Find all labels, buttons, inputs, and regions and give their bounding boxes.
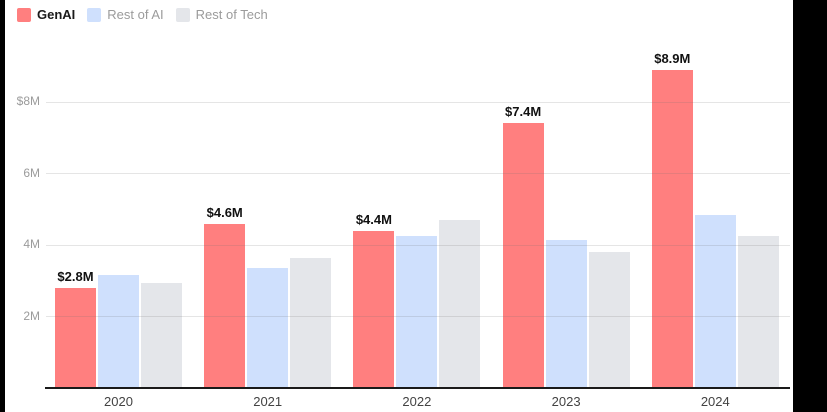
- chart-legend: GenAI Rest of AI Rest of Tech: [17, 7, 280, 22]
- bar-rest-of-ai-2021[interactable]: [247, 268, 289, 388]
- legend-label: Rest of AI: [107, 7, 164, 22]
- x-axis-tick-label-2023: 2023: [551, 394, 581, 409]
- bar-genai-2022[interactable]: [353, 230, 395, 388]
- bar-genai-2024[interactable]: [651, 69, 693, 388]
- bar-rest-of-tech-2023[interactable]: [588, 252, 630, 388]
- bar-rest-of-tech-2021[interactable]: [290, 257, 332, 388]
- right-black-border: [793, 0, 827, 412]
- bar-genai-2020[interactable]: [55, 287, 96, 388]
- bar-rest-of-tech-2020[interactable]: [141, 282, 182, 388]
- gridline-2m: [46, 316, 790, 317]
- value-label-2021: $4.6M: [206, 204, 243, 220]
- gridline-6m: [46, 173, 790, 174]
- y-axis-tick-label: 4M: [23, 237, 40, 251]
- value-label-2023: $7.4M: [505, 104, 542, 120]
- gridline-8m: [46, 101, 790, 103]
- gridline-4m: [46, 244, 790, 246]
- bar-rest-of-ai-2022[interactable]: [396, 236, 438, 388]
- y-axis-tick-label: 6M: [23, 165, 40, 180]
- legend-label: GenAI: [37, 7, 76, 22]
- value-label-2022: $4.4M: [355, 211, 392, 227]
- left-black-border: [0, 0, 5, 412]
- legend-item-genai[interactable]: GenAI: [17, 7, 75, 22]
- legend-item-rest-of-tech[interactable]: Rest of Tech: [175, 7, 268, 22]
- bar-rest-of-ai-2024[interactable]: [694, 214, 736, 388]
- bar-rest-of-ai-2020[interactable]: [98, 275, 139, 388]
- legend-swatch-icon: [17, 7, 31, 22]
- bar-rest-of-tech-2022[interactable]: [439, 219, 481, 388]
- value-label-2024: $8.9M: [654, 50, 691, 66]
- y-axis-tick-label: 2M: [23, 308, 40, 323]
- value-label-2020: $2.8M: [57, 268, 94, 284]
- x-axis-tick-label-2022: 2022: [402, 394, 432, 409]
- bar-genai-2023[interactable]: [502, 123, 544, 388]
- legend-item-rest-of-ai[interactable]: Rest of AI: [87, 7, 164, 22]
- x-axis-tick-label-2021: 2021: [253, 394, 283, 409]
- bar-rest-of-tech-2024[interactable]: [737, 236, 779, 388]
- legend-swatch-icon: [87, 7, 102, 22]
- bar-rest-of-ai-2023[interactable]: [545, 239, 587, 388]
- x-axis-tick-label-2020: 2020: [104, 394, 133, 409]
- legend-label: Rest of Tech: [195, 7, 268, 22]
- x-axis-line: [45, 387, 790, 389]
- legend-swatch-icon: [175, 7, 190, 22]
- x-axis-tick-label-2024: 2024: [700, 394, 730, 409]
- bar-genai-2021[interactable]: [204, 223, 246, 388]
- y-axis-tick-label: $8M: [16, 94, 40, 108]
